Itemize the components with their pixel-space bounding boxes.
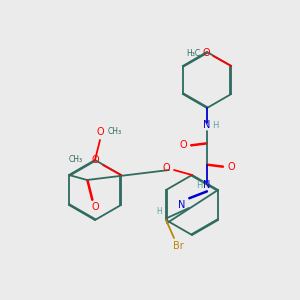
Text: CH₃: CH₃ [108, 128, 122, 136]
Text: H: H [196, 181, 202, 190]
Text: CH₃: CH₃ [69, 155, 83, 164]
Text: H₃C: H₃C [186, 49, 200, 58]
Text: H: H [156, 206, 162, 215]
Text: H: H [212, 121, 218, 130]
Text: O: O [91, 155, 99, 165]
Text: O: O [227, 162, 235, 172]
Text: O: O [202, 48, 210, 58]
Text: O: O [179, 140, 187, 150]
Text: N: N [203, 180, 211, 190]
Text: N: N [203, 120, 211, 130]
Text: O: O [162, 163, 170, 173]
Text: O: O [96, 127, 104, 137]
Text: N: N [178, 200, 186, 210]
Text: Br: Br [172, 241, 183, 251]
Text: O: O [91, 202, 99, 212]
